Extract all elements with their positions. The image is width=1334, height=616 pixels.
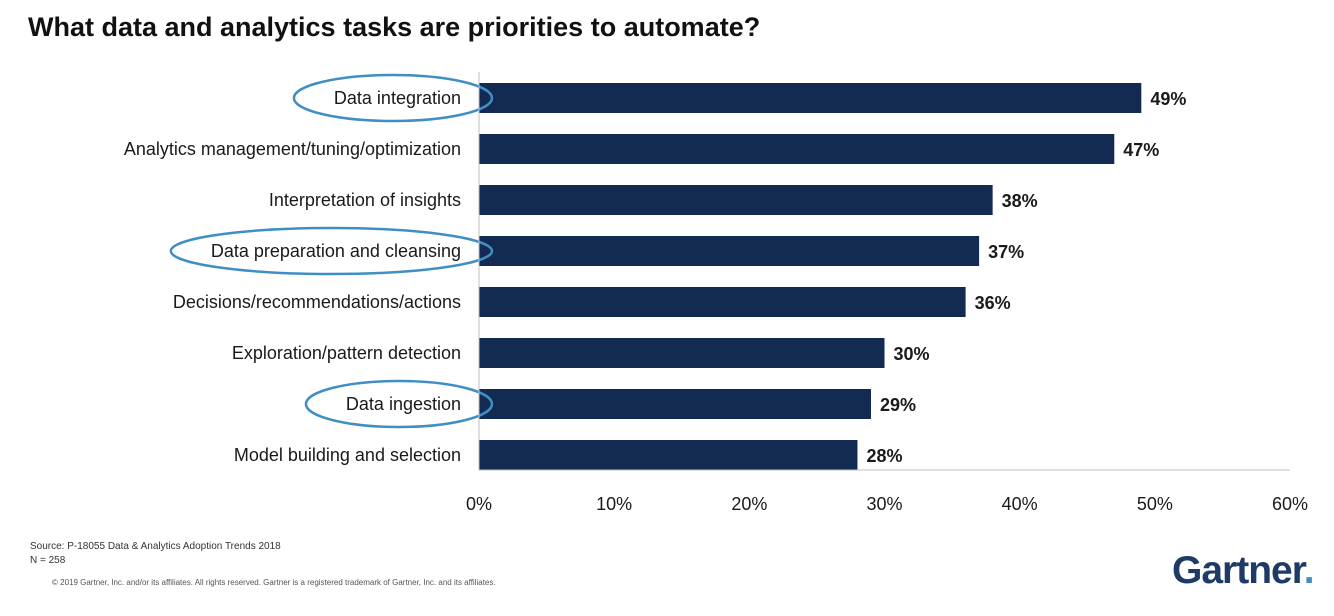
bar-exploration-pattern-detection bbox=[479, 338, 885, 368]
value-label-exploration-pattern-detection: 30% bbox=[894, 344, 930, 364]
highlight-ellipse-data-integration bbox=[292, 73, 494, 123]
bar-chart: Data integration 49% Analytics management/… bbox=[124, 72, 1308, 514]
x-tick-label-0: 0% bbox=[466, 494, 492, 514]
bar-model-building-and-selection bbox=[479, 440, 858, 470]
category-label-decisions-recommendations-actions: Decisions/recommendations/actions bbox=[173, 292, 461, 312]
brand-name: Gartner bbox=[1172, 549, 1305, 592]
x-tick-label-10: 10% bbox=[596, 494, 632, 514]
highlight-ellipse-data-ingestion bbox=[304, 379, 494, 429]
value-label-data-integration: 49% bbox=[1150, 89, 1186, 109]
x-tick-label-20: 20% bbox=[731, 494, 767, 514]
category-label-data-preparation-and-cleansing: Data preparation and cleansing bbox=[211, 241, 461, 261]
highlight-ellipse-data-preparation-and-cleansing bbox=[169, 226, 494, 276]
chart-title: What data and analytics tasks are priori… bbox=[28, 12, 761, 42]
category-label-model-building-and-selection: Model building and selection bbox=[234, 445, 461, 465]
bar-analytics-management-tuning-optimization bbox=[479, 134, 1115, 164]
x-tick-label-50: 50% bbox=[1137, 494, 1173, 514]
bar-data-ingestion bbox=[479, 389, 871, 419]
bar-interpretation-of-insights bbox=[479, 185, 993, 215]
bar-decisions-recommendations-actions bbox=[479, 287, 966, 317]
bar-data-integration bbox=[479, 83, 1142, 113]
category-label-exploration-pattern-detection: Exploration/pattern detection bbox=[232, 343, 461, 363]
brand-dot: . bbox=[1303, 549, 1315, 592]
value-label-data-ingestion: 29% bbox=[880, 395, 916, 415]
category-label-interpretation-of-insights: Interpretation of insights bbox=[269, 190, 461, 210]
x-tick-label-40: 40% bbox=[1002, 494, 1038, 514]
category-label-analytics-management-tuning-optimization: Analytics management/tuning/optimization bbox=[124, 139, 461, 159]
bar-data-preparation-and-cleansing bbox=[479, 236, 980, 266]
copyright-note: © 2019 Gartner, Inc. and/or its affiliat… bbox=[52, 578, 496, 587]
value-label-decisions-recommendations-actions: 36% bbox=[975, 293, 1011, 313]
x-tick-label-60: 60% bbox=[1272, 494, 1308, 514]
brand-logo: Gartner. bbox=[1172, 549, 1315, 593]
source-note: Source: P-18055 Data & Analytics Adoptio… bbox=[30, 541, 281, 552]
sample-size-note: N = 258 bbox=[30, 555, 66, 566]
x-tick-label-30: 30% bbox=[866, 494, 902, 514]
value-label-model-building-and-selection: 28% bbox=[866, 446, 902, 466]
value-label-data-preparation-and-cleansing: 37% bbox=[988, 242, 1024, 262]
value-label-interpretation-of-insights: 38% bbox=[1002, 191, 1038, 211]
value-label-analytics-management-tuning-optimization: 47% bbox=[1123, 140, 1159, 160]
category-label-data-ingestion: Data ingestion bbox=[346, 394, 461, 414]
category-label-data-integration: Data integration bbox=[334, 88, 461, 108]
